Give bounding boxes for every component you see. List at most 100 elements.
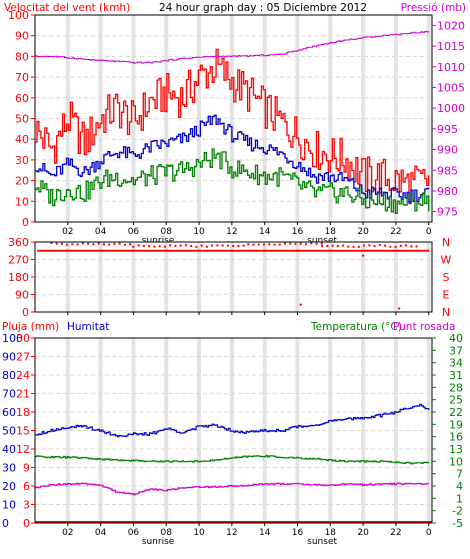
direction-mark — [153, 249, 156, 252]
direction-mark — [82, 249, 85, 252]
direction-mark — [37, 249, 40, 252]
hour-band — [164, 15, 169, 222]
right-tick-label: 1020 — [437, 19, 465, 32]
x-tick-label: 22 — [390, 227, 401, 237]
direction-mark — [383, 249, 386, 252]
pressure-axis-label: Pressió (mb) — [401, 2, 466, 14]
direction-mark — [180, 249, 183, 252]
direction-mark — [78, 249, 81, 252]
direction-mark — [389, 249, 392, 252]
direction-mark — [102, 243, 105, 246]
rain-tick-label: 18 — [16, 406, 30, 419]
direction-mark — [265, 249, 268, 252]
direction-mark — [127, 249, 130, 252]
right-tick-label: 995 — [437, 123, 458, 136]
x-tick-label: 06 — [128, 227, 140, 237]
direction-mark — [218, 249, 221, 252]
humidity-tick-label: 100 — [2, 332, 23, 345]
x-tick-label: 14 — [259, 227, 271, 237]
rain-tick-label: 24 — [16, 369, 30, 382]
left-tick-label: 270 — [8, 254, 29, 267]
direction-mark — [64, 249, 67, 252]
direction-mark — [173, 249, 176, 252]
temperature-tick-label: 19 — [449, 418, 463, 431]
direction-mark — [295, 249, 298, 252]
direction-mark — [190, 249, 193, 252]
series-temperature — [35, 454, 430, 465]
direction-mark — [242, 249, 245, 252]
direction-mark — [320, 242, 323, 245]
compass-label: N — [442, 306, 450, 319]
direction-mark — [125, 249, 128, 252]
direction-mark — [179, 244, 182, 247]
hour-band — [361, 242, 366, 312]
direction-mark — [294, 242, 297, 245]
annotation-sunrise: sunrise — [142, 236, 175, 246]
direction-mark — [356, 249, 359, 252]
direction-mark — [330, 249, 333, 252]
direction-mark — [377, 249, 380, 252]
right-tick-label: 1015 — [437, 40, 465, 53]
direction-mark — [186, 249, 189, 252]
direction-mark — [182, 249, 185, 252]
direction-mark — [409, 249, 412, 252]
direction-mark — [92, 249, 95, 252]
direction-mark — [56, 249, 59, 252]
chart-title: 24 hour graph day : 05 Diciembre 2012 — [159, 2, 367, 14]
direction-mark — [373, 245, 376, 248]
direction-mark — [275, 249, 278, 252]
left-tick-label: 90 — [15, 30, 29, 43]
direction-mark — [195, 245, 198, 248]
x-tick-label: 02 — [62, 528, 73, 538]
direction-mark — [347, 245, 350, 248]
direction-mark — [277, 249, 280, 252]
direction-mark — [354, 249, 357, 252]
direction-mark — [324, 249, 327, 252]
direction-mark — [391, 249, 394, 252]
direction-mark — [161, 249, 164, 252]
direction-mark — [106, 249, 109, 252]
direction-mark — [41, 249, 44, 252]
direction-mark — [169, 249, 172, 252]
direction-mark — [204, 249, 207, 252]
left-tick-label: 60 — [15, 92, 29, 105]
direction-mark — [394, 245, 397, 248]
direction-mark — [405, 244, 408, 247]
direction-mark — [331, 244, 334, 247]
direction-mark — [363, 244, 366, 247]
direction-mark — [66, 243, 69, 246]
direction-mark — [240, 249, 243, 252]
direction-mark — [364, 249, 367, 252]
hour-band — [65, 15, 70, 222]
humidity-tick-label: 80 — [2, 369, 16, 382]
hour-band — [65, 338, 70, 523]
direction-mark — [278, 243, 281, 246]
compass-label: S — [443, 271, 450, 284]
direction-mark — [55, 242, 58, 245]
direction-mark — [389, 245, 392, 248]
direction-mark — [143, 249, 146, 252]
temperature-tick-label: 34 — [449, 357, 463, 370]
direction-mark — [76, 243, 79, 246]
direction-mark — [165, 249, 168, 252]
temperature-tick-label: 4 — [456, 480, 463, 493]
direction-mark — [232, 244, 235, 247]
direction-mark — [303, 249, 306, 252]
direction-mark — [114, 249, 117, 252]
direction-mark — [149, 249, 152, 252]
right-tick-label: 1005 — [437, 81, 465, 94]
direction-mark — [261, 249, 264, 252]
direction-mark — [348, 249, 351, 252]
direction-mark — [169, 244, 172, 247]
temperature-tick-label: 28 — [449, 381, 463, 394]
rain-tick-label: 27 — [16, 351, 30, 364]
direction-mark — [87, 242, 90, 245]
x-tick-label: 12 — [226, 528, 237, 538]
annotation-sunset: sunset — [307, 236, 337, 246]
right-tick-label: 985 — [437, 164, 458, 177]
hour-band — [164, 338, 169, 523]
direction-mark — [205, 245, 208, 248]
direction-mark — [299, 242, 302, 245]
direction-mark — [321, 245, 324, 248]
direction-mark — [410, 245, 413, 248]
